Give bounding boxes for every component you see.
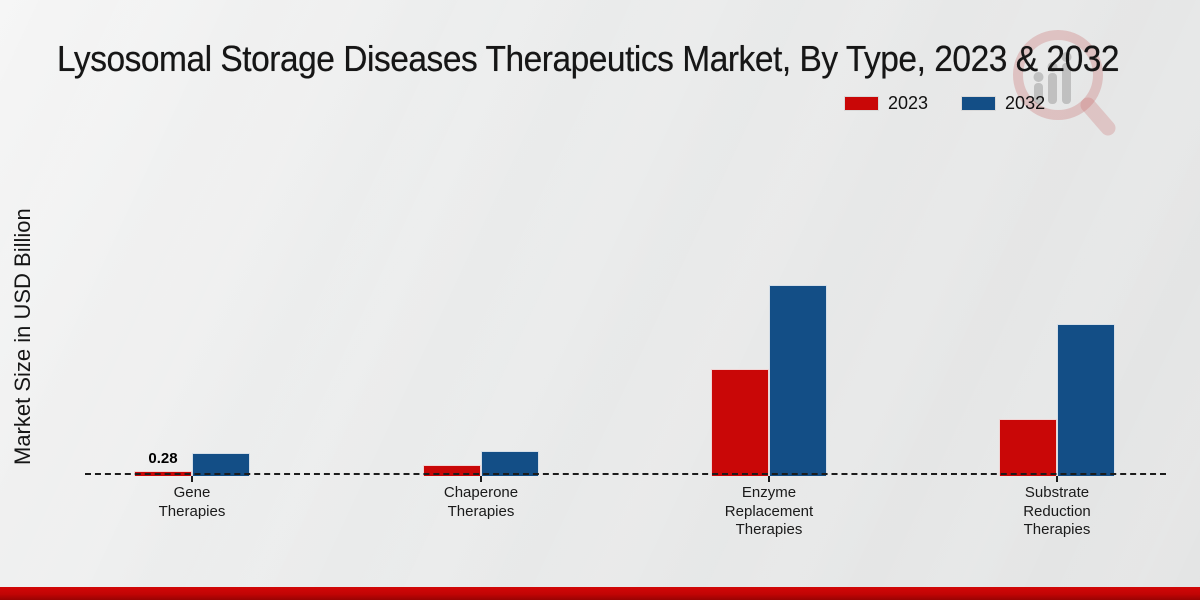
x-axis-tick-0 — [191, 476, 193, 482]
footer-accent-bar — [0, 587, 1200, 600]
chart-title: Lysosomal Storage Diseases Therapeutics … — [57, 38, 1120, 79]
bar-2023-category-3 — [999, 419, 1057, 476]
x-axis-tick-3 — [1056, 476, 1058, 482]
bar-value-label: 0.28 — [148, 450, 178, 467]
x-axis-baseline — [85, 473, 1166, 475]
x-axis-category-label-0: Gene Therapies — [158, 484, 226, 520]
x-axis-category-label-2: Enzyme Replacement Therapies — [724, 484, 814, 538]
x-axis-category-label-1: Chaperone Therapies — [443, 484, 519, 520]
legend-label-2032: 2032 — [1005, 93, 1046, 113]
legend-swatch-2023 — [845, 97, 878, 110]
bar-2032-category-2 — [769, 285, 827, 476]
magnifier-bar-chart-logo-icon — [995, 25, 1130, 165]
bar-2032-category-3 — [1057, 324, 1115, 476]
legend-swatch-2032 — [962, 97, 996, 110]
legend-item-2032: 2032 — [962, 93, 1045, 114]
y-axis-label: Market Size in USD Billion — [10, 208, 35, 466]
chart-legend: 2023 2032 — [845, 93, 1045, 114]
legend-label-2023: 2023 — [888, 93, 929, 113]
legend-item-2023: 2023 — [845, 93, 928, 114]
x-axis-tick-2 — [768, 476, 770, 482]
bar-2023-category-1 — [423, 465, 481, 476]
bar-2023-category-2 — [711, 369, 769, 476]
x-axis-category-label-3: Substrate Reduction Therapies — [1023, 484, 1091, 538]
bar-2032-category-1 — [481, 451, 539, 476]
x-axis-tick-1 — [480, 476, 482, 482]
bar-2032-category-0 — [192, 453, 250, 476]
